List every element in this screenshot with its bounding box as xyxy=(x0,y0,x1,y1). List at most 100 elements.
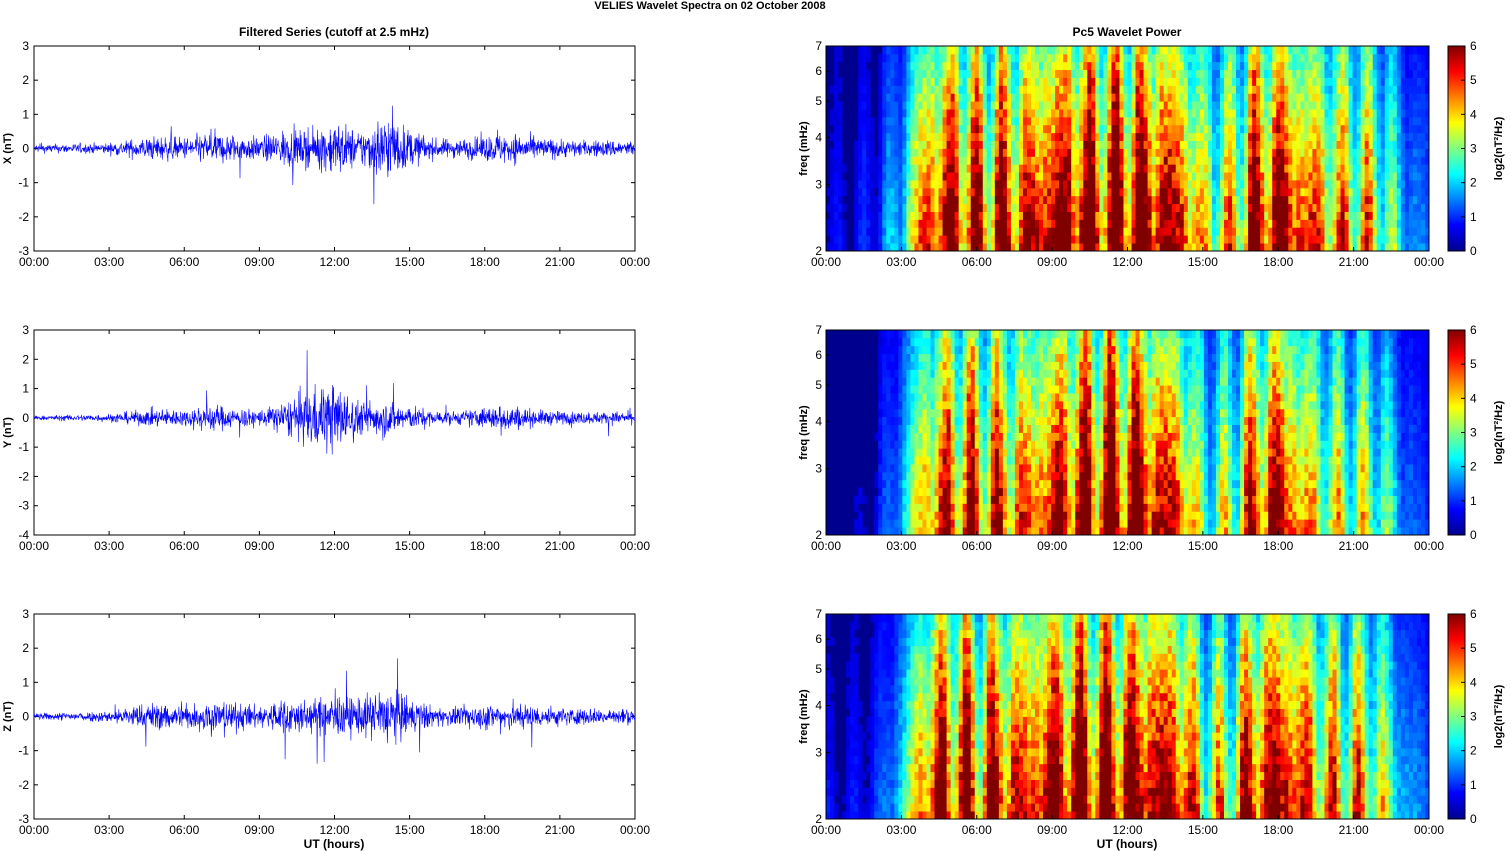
heatmap-cell xyxy=(906,377,911,386)
heatmap-cell xyxy=(1280,85,1285,94)
heatmap-cell xyxy=(1203,148,1209,157)
heatmap-cell xyxy=(1027,377,1032,386)
heatmap-cell xyxy=(1103,61,1108,71)
heatmap-cell xyxy=(1268,187,1273,197)
heatmap-cell xyxy=(982,471,988,481)
heatmap-cell xyxy=(938,77,943,86)
heatmap-cell xyxy=(1228,124,1233,134)
heatmap-cell xyxy=(1372,195,1378,205)
heatmap-cell xyxy=(1280,148,1285,157)
heatmap-cell xyxy=(1147,124,1153,134)
heatmap-cell xyxy=(894,77,899,86)
heatmap-cell xyxy=(1215,172,1221,181)
heatmap-cell xyxy=(1316,195,1321,205)
heatmap-cell xyxy=(926,464,931,473)
heatmap-cell xyxy=(882,93,887,102)
heatmap-cell xyxy=(1388,219,1394,228)
heatmap-cell xyxy=(1240,227,1245,236)
heatmap-cell xyxy=(1228,180,1233,189)
heatmap-cell xyxy=(1211,227,1217,236)
heatmap-cell xyxy=(1396,53,1402,63)
heatmap-cell xyxy=(1284,77,1289,86)
heatmap-cell xyxy=(942,124,947,134)
heatmap-cell xyxy=(946,519,952,528)
heatmap-cell xyxy=(1111,140,1116,149)
heatmap-cell xyxy=(1392,109,1398,118)
heatmap-cell xyxy=(958,448,964,457)
heatmap-cell xyxy=(950,164,956,173)
heatmap-cell xyxy=(1211,61,1217,71)
heatmap-cell xyxy=(1043,164,1048,173)
heatmap-cell xyxy=(966,495,972,504)
heatmap-cell xyxy=(970,527,976,536)
heatmap-cell xyxy=(1268,61,1273,71)
heatmap-cell xyxy=(998,330,1004,339)
heatmap-cell xyxy=(866,148,871,157)
heatmap-cell xyxy=(930,424,935,433)
heatmap-cell xyxy=(886,203,891,212)
heatmap-cell xyxy=(1187,227,1193,236)
heatmap-cell xyxy=(1332,164,1337,173)
heatmap-cell xyxy=(1380,219,1386,228)
heatmap-cell xyxy=(894,109,899,118)
heatmap-cell xyxy=(1276,77,1281,86)
heatmap-cell xyxy=(1043,93,1048,102)
heatmap-cell xyxy=(886,495,891,504)
heatmap-cell xyxy=(1191,203,1197,212)
heatmap-cell xyxy=(1002,511,1008,520)
heatmap-cell xyxy=(898,172,903,181)
heatmap-cell xyxy=(1312,203,1317,212)
heatmap-cell xyxy=(978,116,984,126)
heatmap-cell xyxy=(1388,227,1394,236)
heatmap-cell xyxy=(958,124,964,134)
heatmap-cell xyxy=(1051,243,1056,252)
heatmap-cell xyxy=(858,69,863,78)
heatmap-cell xyxy=(1031,109,1036,118)
heatmap-cell xyxy=(962,337,968,347)
heatmap-cell xyxy=(970,369,976,378)
heatmap-cell xyxy=(1215,180,1221,189)
heatmap-cell xyxy=(1139,243,1144,252)
heatmap-cell xyxy=(830,180,835,189)
heatmap-cell xyxy=(858,53,863,63)
heatmap-cell xyxy=(1167,227,1173,236)
heatmap-cell xyxy=(986,511,992,520)
heatmap-cell xyxy=(902,93,907,102)
heatmap-cell xyxy=(1388,61,1394,71)
heatmap-cell xyxy=(918,124,923,134)
heatmap-cell xyxy=(1356,109,1362,118)
heatmap-cell xyxy=(1236,187,1241,197)
heatmap-cell xyxy=(982,519,988,528)
heatmap-cell xyxy=(1296,69,1301,78)
x-tick-label: 09:00 xyxy=(244,539,274,553)
heatmap-cell xyxy=(1059,116,1064,126)
heatmap-cell xyxy=(1127,180,1132,189)
heatmap-cell xyxy=(1272,164,1277,173)
heatmap-cell xyxy=(1131,187,1136,197)
heatmap-cell xyxy=(1380,235,1386,244)
heatmap-cell xyxy=(990,124,996,134)
heatmap-cell xyxy=(1223,69,1229,78)
heatmap-cell xyxy=(1312,140,1317,149)
heatmap-cell xyxy=(934,487,939,496)
heatmap-cell xyxy=(1043,219,1048,228)
heatmap-cell xyxy=(974,195,980,205)
heatmap-cell xyxy=(862,180,867,189)
heatmap-cell xyxy=(1191,69,1197,78)
heatmap-cell xyxy=(1384,243,1390,252)
heatmap-cell xyxy=(1292,53,1297,63)
heatmap-cell xyxy=(1183,132,1189,142)
heatmap-cell xyxy=(1079,203,1084,212)
heatmap-cell xyxy=(1047,116,1052,126)
heatmap-cell xyxy=(1175,219,1181,228)
heatmap-cell xyxy=(1248,148,1253,157)
heatmap-cell xyxy=(898,369,903,378)
heatmap-cell xyxy=(1256,85,1261,94)
heatmap-cell xyxy=(878,69,883,78)
heatmap-cell xyxy=(914,93,919,102)
heatmap-cell xyxy=(1300,227,1305,236)
heatmap-cell xyxy=(1179,164,1185,173)
heatmap-cell xyxy=(922,53,927,63)
heatmap-cell xyxy=(966,77,972,86)
heatmap-cell xyxy=(886,400,891,410)
